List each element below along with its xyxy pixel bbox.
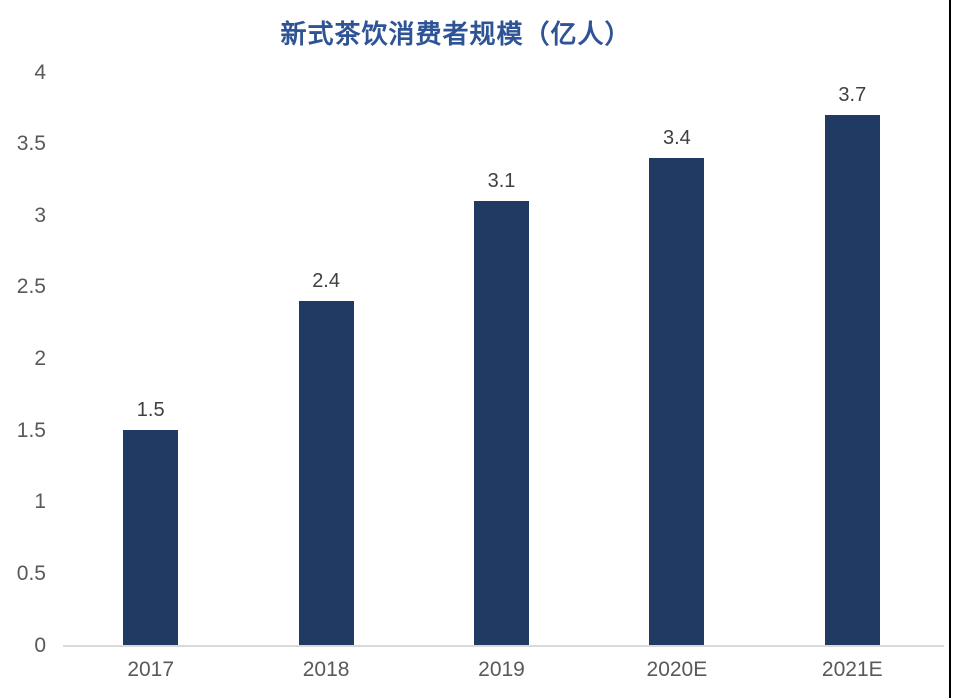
data-label-2019: 3.1 bbox=[487, 169, 516, 192]
x-axis-line bbox=[63, 645, 944, 647]
bar-2017 bbox=[123, 430, 179, 645]
chart-title: 新式茶饮消费者规模（亿人） bbox=[280, 19, 632, 49]
bar-2018 bbox=[298, 301, 354, 645]
y-axis-tick-label: 2 bbox=[34, 347, 46, 370]
y-axis-tick-label: 0.5 bbox=[16, 561, 46, 585]
data-label-2021E: 3.7 bbox=[838, 83, 867, 106]
data-label-2018: 2.4 bbox=[312, 270, 340, 293]
y-axis-tick-label: 3.5 bbox=[16, 132, 46, 156]
bar-2020E bbox=[649, 157, 705, 645]
x-axis-tick-label-2020E: 2020E bbox=[646, 658, 708, 681]
data-label-2020E: 3.4 bbox=[662, 126, 691, 149]
right-border-line bbox=[949, 0, 951, 698]
x-axis-tick-label-2019: 2019 bbox=[478, 658, 525, 681]
y-axis-tick-label: 1 bbox=[34, 490, 46, 514]
y-axis-tick-label: 2.5 bbox=[16, 275, 46, 299]
bar-2019 bbox=[474, 200, 529, 645]
bar-2021E bbox=[824, 114, 880, 645]
x-axis-tick-label-2021E: 2021E bbox=[821, 658, 883, 681]
y-axis-tick-label: 4 bbox=[34, 60, 46, 84]
data-label-2017: 1.5 bbox=[136, 399, 165, 422]
y-axis-tick-label: 0 bbox=[34, 633, 46, 657]
x-axis-tick-label-2017: 2017 bbox=[127, 658, 175, 681]
y-axis-tick-label: 1.5 bbox=[16, 418, 46, 442]
x-axis-tick-label-2018: 2018 bbox=[302, 658, 350, 681]
y-axis-tick-label: 3 bbox=[34, 203, 46, 227]
